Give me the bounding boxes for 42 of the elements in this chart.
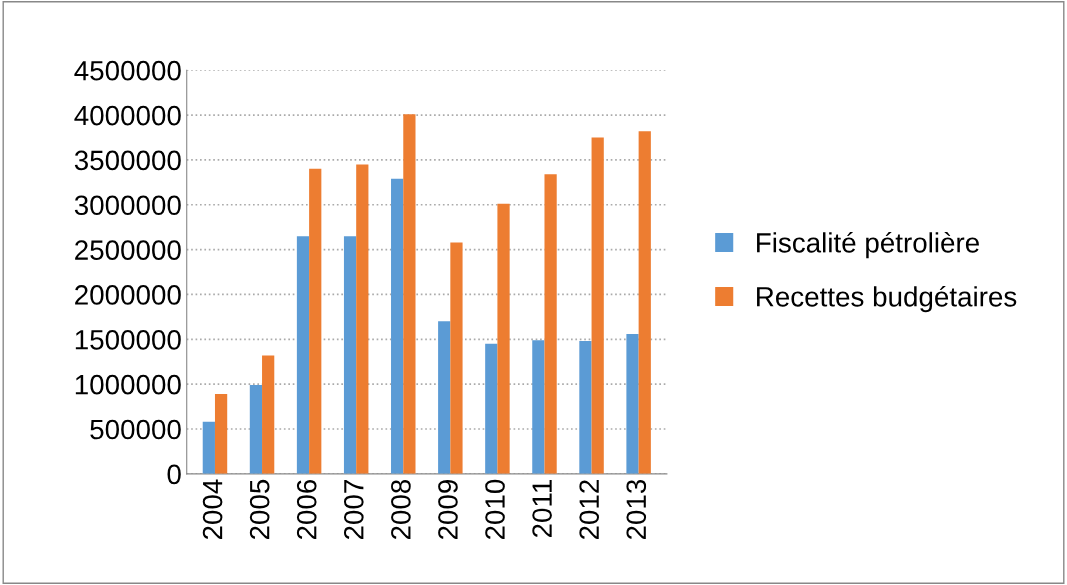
bar <box>343 236 357 474</box>
x-tick-label: 2010 <box>485 479 505 540</box>
bar <box>591 137 604 474</box>
y-tick-label: 3000000 <box>74 195 181 216</box>
bar <box>438 321 451 474</box>
bar <box>296 236 310 474</box>
bar <box>214 394 228 474</box>
bar <box>356 164 369 474</box>
bar <box>485 343 498 474</box>
x-tick-label: 2011 <box>532 480 552 538</box>
bar <box>497 203 510 474</box>
bar <box>544 174 557 474</box>
x-tick-label: 2007 <box>343 480 364 540</box>
bar <box>626 333 639 474</box>
y-tick-label: 4500000 <box>74 60 181 81</box>
x-tick-label: 2006 <box>296 479 317 540</box>
bar <box>403 114 416 474</box>
bar <box>532 340 545 474</box>
y-tick-label: 2500000 <box>75 240 181 260</box>
bar <box>262 355 275 474</box>
x-tick-label: 2013 <box>626 479 647 540</box>
x-tick-label: 2012 <box>579 480 600 540</box>
x-tick-label: 2008 <box>391 479 411 540</box>
y-tick-label: 500000 <box>90 419 181 440</box>
y-tick-label: 4000000 <box>74 105 181 126</box>
y-tick-label: 1500000 <box>75 329 181 350</box>
bar <box>309 168 322 474</box>
y-tick-label: 1000000 <box>75 374 181 395</box>
bar <box>638 131 651 474</box>
y-tick-label: 0 <box>167 464 181 485</box>
bar <box>249 385 263 474</box>
legend-label: Recettes budgétaires <box>757 285 1017 313</box>
x-tick-label: 2005 <box>249 479 270 540</box>
bar <box>202 421 215 474</box>
y-tick-label: 3500000 <box>74 150 181 171</box>
bar <box>579 341 592 474</box>
legend-label: Fiscalité pétrolière <box>757 231 979 259</box>
bar <box>391 178 404 474</box>
y-tick-label: 2000000 <box>75 285 181 305</box>
x-tick-label: 2009 <box>438 480 458 540</box>
bar <box>450 242 463 474</box>
x-tick-label: 2004 <box>202 479 223 540</box>
